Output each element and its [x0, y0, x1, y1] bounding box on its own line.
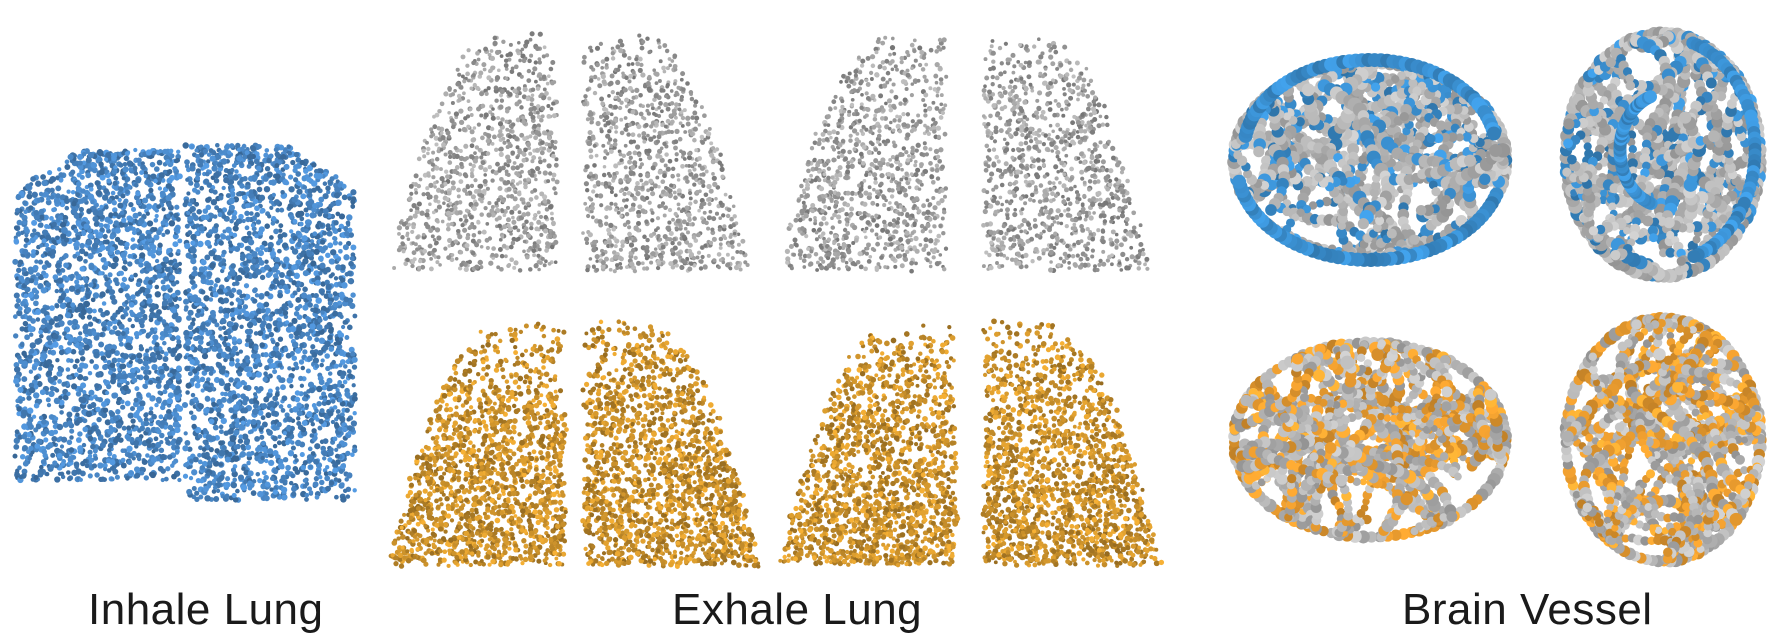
exhale-lung-caption: Exhale Lung [672, 585, 923, 634]
inhale-lung-panel [12, 142, 358, 503]
exhale-lung-bottom-row [388, 318, 1165, 569]
brain-vessel-bottom-row [1228, 312, 1767, 568]
brain-vessel-top-row [1227, 26, 1767, 283]
exhale-lung-top-row [392, 31, 1150, 274]
brain-vessel-caption: Brain Vessel [1402, 585, 1653, 634]
inhale-lung-caption: Inhale Lung [88, 585, 324, 634]
